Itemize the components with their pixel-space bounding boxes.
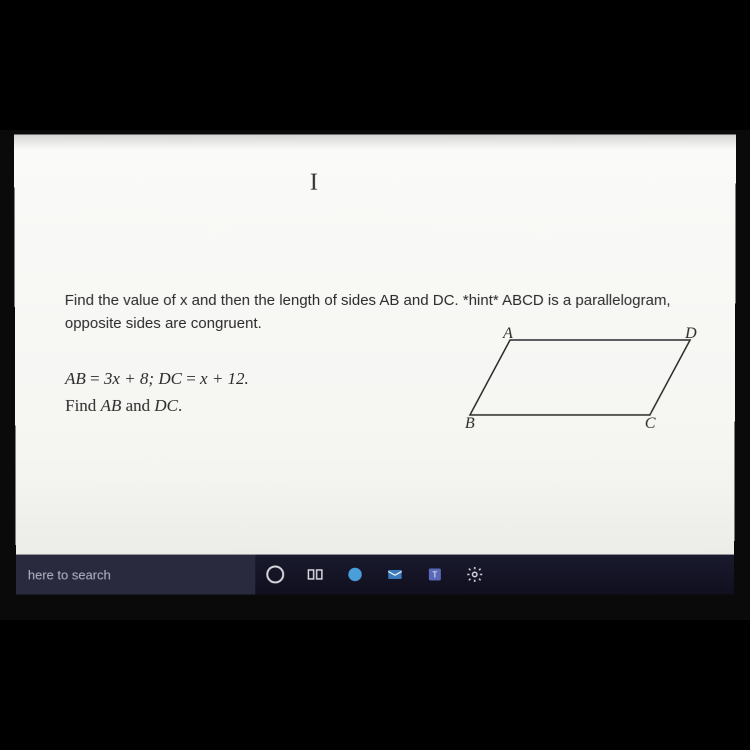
shadow-overlay bbox=[14, 134, 736, 149]
text-cursor: I bbox=[310, 170, 318, 197]
find-line: Find AB and DC. bbox=[65, 392, 249, 419]
todo-icon[interactable]: T bbox=[417, 555, 453, 595]
mail-icon[interactable] bbox=[377, 555, 413, 595]
windows-taskbar: here to search bbox=[16, 555, 734, 595]
parallelogram-shape bbox=[470, 340, 690, 415]
taskbar-icons-group: T bbox=[257, 555, 492, 595]
cortana-icon[interactable] bbox=[257, 555, 293, 595]
problem-prompt: Find the value of x and then the length … bbox=[65, 290, 686, 335]
equation-line: AB = 3x + 8; DC = x + 12. bbox=[65, 365, 249, 392]
find-and: and bbox=[126, 396, 151, 415]
settings-icon[interactable] bbox=[457, 555, 493, 595]
dc-expr: x + 12. bbox=[200, 369, 249, 388]
vertex-a: A bbox=[503, 325, 513, 343]
taskview-icon[interactable] bbox=[297, 555, 333, 595]
screen-content: I Find the value of x and then the lengt… bbox=[14, 134, 736, 594]
photo-frame: I Find the value of x and then the lengt… bbox=[0, 130, 750, 620]
search-input[interactable]: here to search bbox=[16, 555, 256, 595]
svg-text:T: T bbox=[432, 570, 437, 579]
vertex-b: B bbox=[465, 415, 475, 433]
parallelogram-diagram: A D B C bbox=[465, 330, 695, 440]
period: . bbox=[178, 396, 182, 415]
equals-1: = bbox=[90, 369, 104, 388]
ab-label: AB bbox=[65, 369, 86, 388]
dc-label: DC bbox=[158, 369, 182, 388]
parallelogram-svg bbox=[465, 330, 695, 440]
find-ab: AB bbox=[101, 396, 122, 415]
vertex-d: D bbox=[685, 325, 697, 343]
equals-2: = bbox=[186, 369, 200, 388]
find-dc: DC bbox=[154, 396, 178, 415]
edge-icon[interactable] bbox=[337, 555, 373, 595]
ab-expr: 3x + 8; bbox=[104, 369, 154, 388]
vertex-c: C bbox=[645, 415, 656, 433]
equation-block: AB = 3x + 8; DC = x + 12. Find AB and DC… bbox=[65, 365, 249, 419]
cortana-circle-icon bbox=[266, 566, 284, 584]
find-prefix: Find bbox=[65, 396, 96, 415]
